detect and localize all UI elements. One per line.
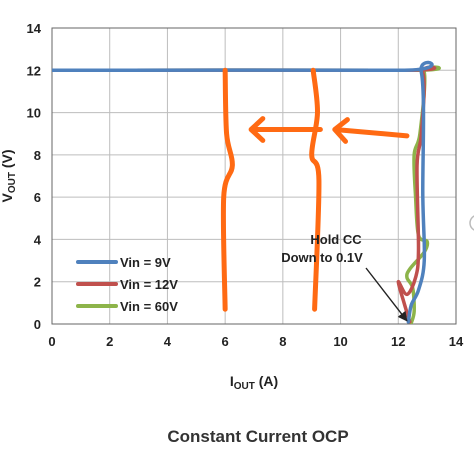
annotation-line-2: Down to 0.1V (281, 250, 363, 265)
y-tick-label-6: 6 (34, 190, 41, 205)
gridlines (51, 27, 457, 325)
x-tick-label-0: 0 (48, 334, 55, 349)
y-axis-title: VOUT (V) (0, 149, 18, 202)
x-tick-label-2: 2 (106, 334, 113, 349)
x-tick-label-8: 8 (279, 334, 286, 349)
x-tick-label-14: 14 (449, 334, 464, 349)
y-tick-label-10: 10 (27, 106, 41, 121)
orange-vertical-mark-2 (309, 67, 322, 312)
edge-decoration-circle (469, 215, 474, 231)
orange-arrow-2 (332, 117, 410, 144)
y-axis-ticks: 0 2 4 6 8 10 12 14 (27, 21, 42, 332)
y-tick-label-12: 12 (27, 63, 41, 78)
x-tick-label-10: 10 (333, 334, 347, 349)
annotation-arrow (365, 267, 408, 322)
series-layer (52, 60, 441, 324)
x-axis-ticks: 0 2 4 6 8 10 12 14 (48, 334, 464, 349)
annotation-line-1: Hold CC (310, 232, 362, 247)
hold-cc-annotation: Hold CC Down to 0.1V (281, 232, 408, 322)
x-tick-label-12: 12 (391, 334, 405, 349)
plot-area-frame (51, 27, 457, 325)
series-line-vin-9v (52, 60, 434, 324)
legend: Vin = 9V Vin = 12V Vin = 60V (76, 255, 178, 314)
x-tick-label-6: 6 (222, 334, 229, 349)
y-tick-label-0: 0 (34, 317, 41, 332)
orange-vertical-mark-1 (220, 67, 235, 312)
orange-annotation-layer (220, 67, 410, 312)
orange-arrow-1 (248, 116, 323, 143)
x-axis-title: IOUT (A) (230, 373, 278, 392)
legend-label-vin-12v: Vin = 12V (120, 277, 178, 292)
y-tick-label-14: 14 (27, 21, 42, 36)
y-tick-label-4: 4 (34, 232, 42, 247)
y-tick-label-2: 2 (34, 275, 41, 290)
chart-caption: Constant Current OCP (167, 427, 348, 446)
x-tick-label-4: 4 (164, 334, 172, 349)
y-tick-label-8: 8 (34, 148, 41, 163)
legend-label-vin-9v: Vin = 9V (120, 255, 171, 270)
legend-label-vin-60v: Vin = 60V (120, 299, 178, 314)
